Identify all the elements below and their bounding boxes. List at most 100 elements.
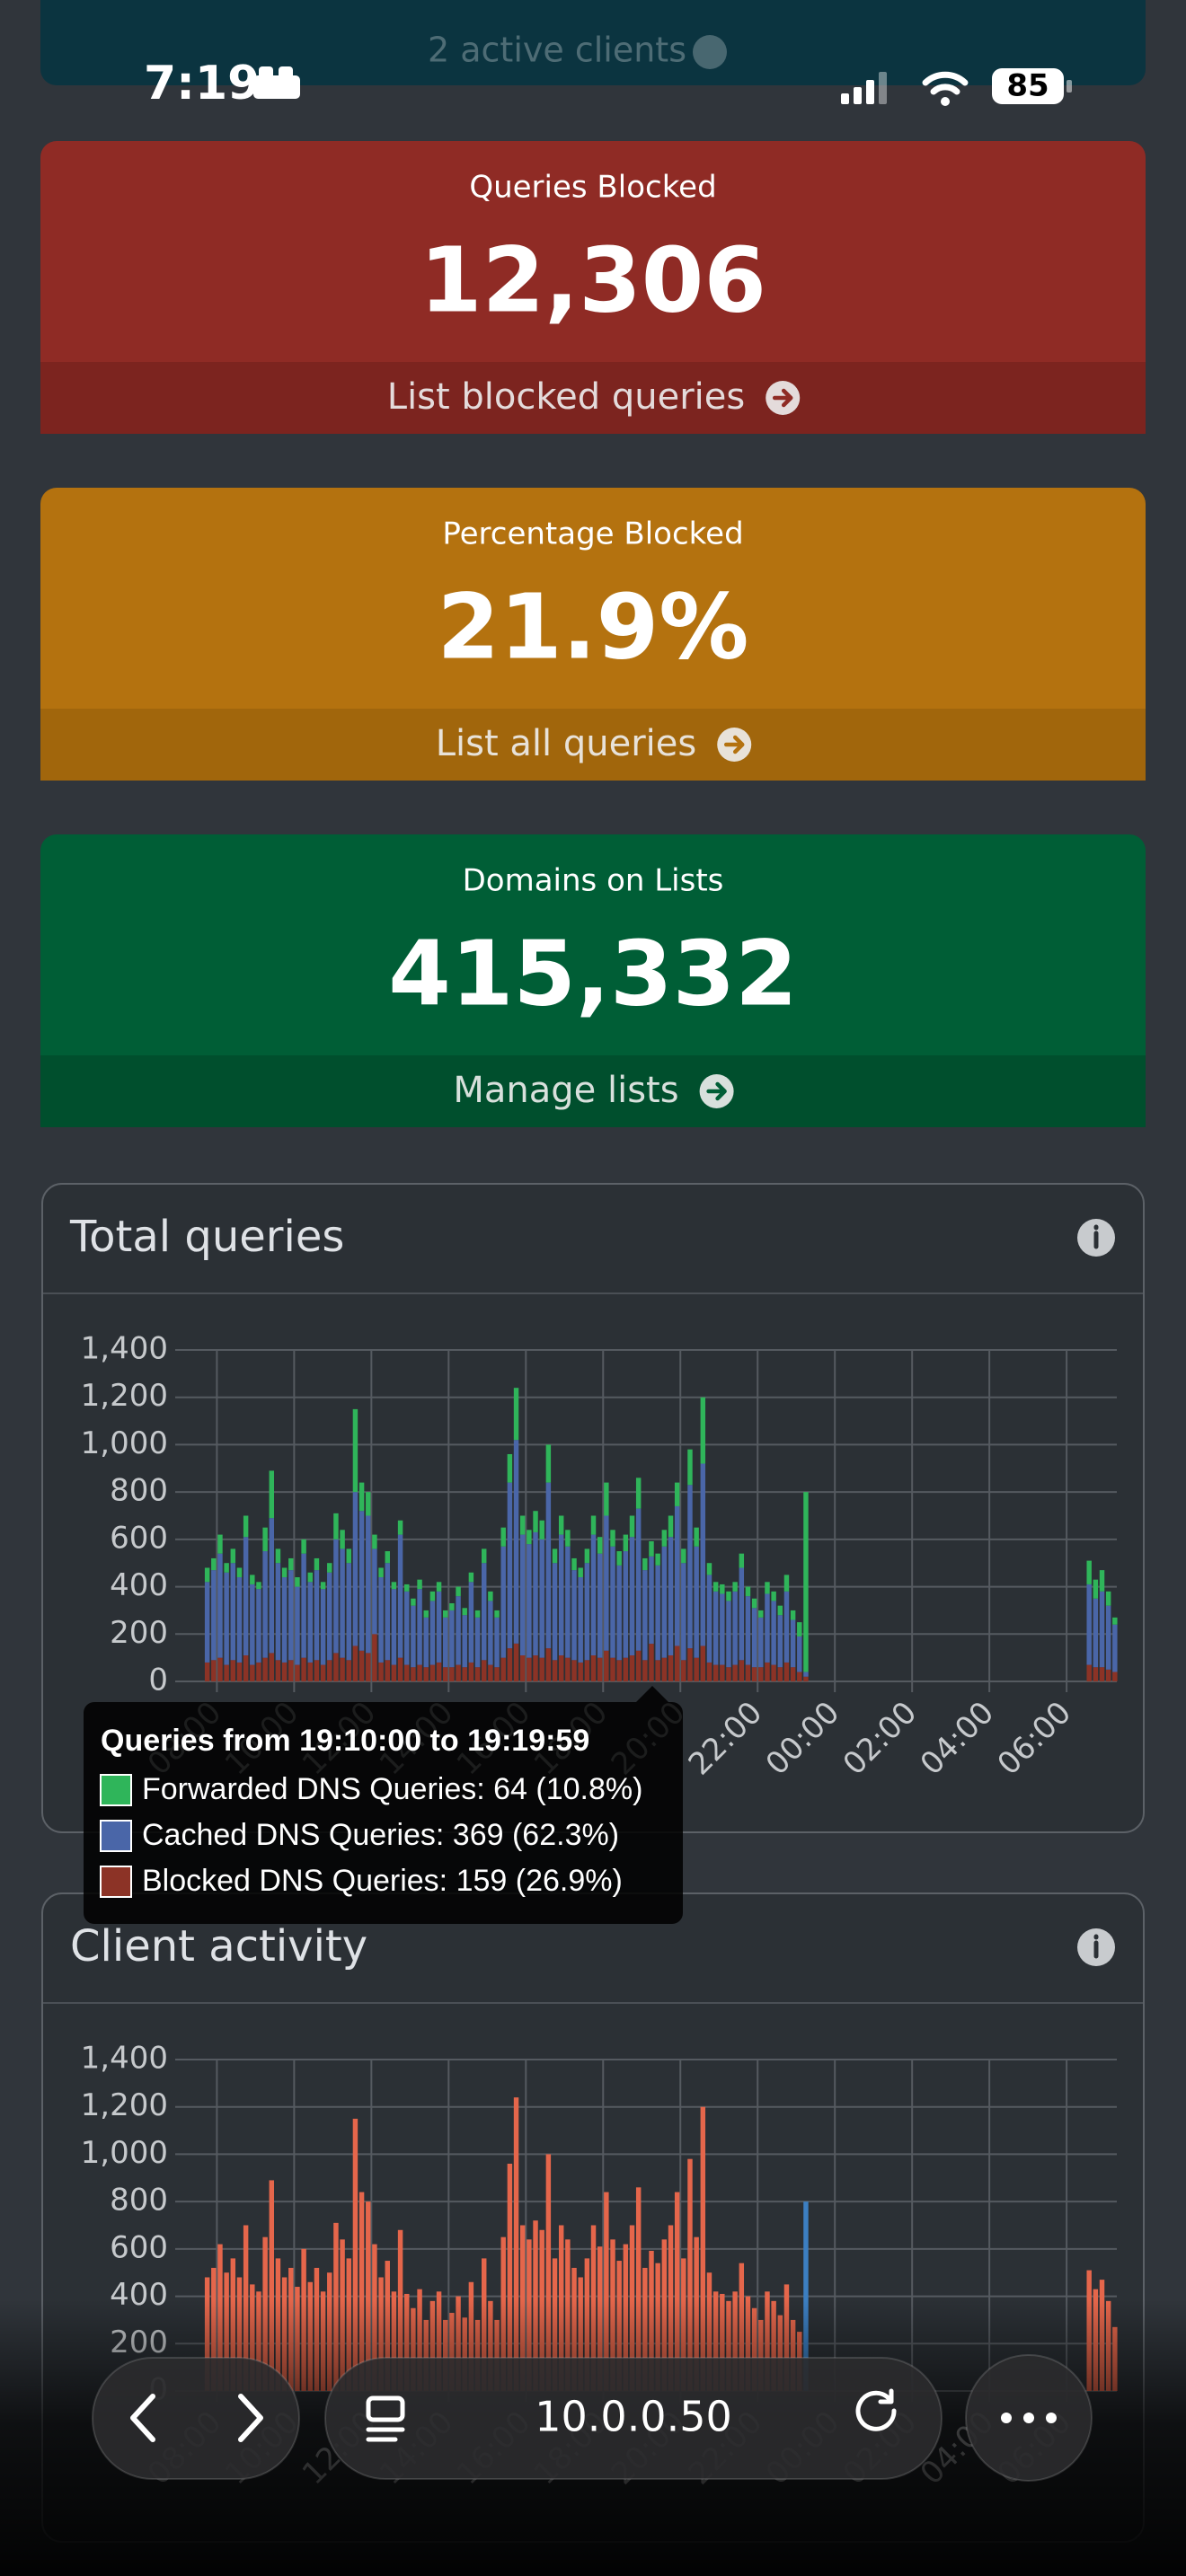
bar-segment [443,1667,448,1681]
bar-segment [366,2201,371,2391]
bar-segment [204,1567,210,1583]
bar-segment [783,1575,790,1592]
address-bar[interactable] [324,2357,943,2480]
url[interactable]: 10.0.0.50 [535,2393,731,2441]
bar-segment [1112,1624,1118,1672]
bar-segment [307,1582,313,1663]
bar-segment [1099,1570,1105,1592]
battery-level: 85 [1006,68,1049,104]
bar-segment [527,1544,532,1658]
bar-segment [571,1570,577,1661]
top-card-footer[interactable]: 2 active clients [428,31,686,70]
bar-segment [462,1608,467,1616]
bar-segment [423,1667,429,1681]
bar-segment [366,1492,371,1516]
bar-segment [712,1664,719,1681]
forward-button[interactable] [238,2394,263,2442]
bar-segment [668,1537,674,1656]
bar-segment [616,1660,622,1681]
bar-segment [1099,1591,1105,1668]
status-time: 7:19 [144,57,260,110]
bar-segment [545,2154,552,2391]
bar-segment [372,1634,377,1681]
bar-segment [552,1660,558,1681]
bar-segment [378,1662,384,1681]
bar-segment [565,1657,571,1681]
bar-segment [771,1601,776,1665]
bar-segment [783,1662,790,1681]
bar-segment [314,1660,320,1681]
bar-segment [474,1617,481,1668]
y-tick-label: 200 [110,1615,168,1651]
bar-segment [668,1515,674,1538]
back-button[interactable] [130,2394,155,2442]
bar-segment [642,1570,648,1661]
bar-segment [604,1515,609,1651]
bar-segment [411,1605,416,1668]
bar-segment [777,1615,783,1668]
bar-segment [307,1662,313,1681]
bar-segment [269,1518,275,1654]
bar-segment [797,1672,802,1681]
bar-segment [352,1408,358,1493]
bar-segment [488,1591,493,1601]
bar-segment [687,1648,693,1681]
bar-segment [739,1567,745,1661]
bar-segment [366,1653,371,1681]
bar-segment [436,1591,442,1663]
bar-segment [732,1591,738,1665]
bar-segment [358,1511,365,1651]
bar-segment [456,1664,461,1681]
bar-segment [250,1664,255,1681]
bar-segment [456,1596,461,1665]
bar-segment [765,1582,770,1594]
bar-segment [352,1645,358,1681]
bar-segment [726,1667,731,1681]
bar-segment [803,1676,809,1681]
arrow-glyph [772,388,793,408]
bar-segment [288,1570,294,1661]
y-tick-label: 1,000 [81,2135,168,2171]
bar-segment [655,1553,660,1566]
tooltip: Queries from 19:10:00 to 19:19:59 Forward… [84,1686,683,1924]
stat-card-link[interactable]: List all queries [436,723,696,764]
bar-segment [494,1617,500,1668]
reload-button[interactable] [855,2388,897,2431]
bar-segment [694,1546,699,1658]
stat-card-link[interactable]: Manage lists [453,1070,678,1111]
stat-card-link[interactable]: List blocked queries [387,376,745,418]
bar-segment [250,1575,255,1584]
panel-title: Client activity [70,1921,367,1972]
bar-segment [571,1660,577,1681]
bar-segment [649,1540,654,1557]
bar-segment [758,1610,764,1618]
bar-segment [500,1546,506,1658]
tabs-icon[interactable] [366,2395,405,2442]
bar-segment [301,1657,306,1681]
bar-segment [366,1515,371,1654]
bar-segment [256,1662,261,1681]
bar-segment [429,1664,436,1681]
bar-segment [474,1667,481,1681]
bar-segment [269,1653,275,1681]
bar-segment [372,1534,377,1549]
y-tick-label: 1,200 [81,1378,168,1414]
bar-segment [436,1662,442,1681]
bar-segment [783,1591,790,1663]
bar-segment [352,2118,358,2391]
bar-segment [539,1520,544,1539]
bar-segment [584,1548,590,1564]
bar-segment [462,1667,467,1681]
bar-segment [295,1586,300,1665]
bar-segment [533,1511,538,1532]
bar-segment [256,1589,261,1663]
bar-segment [565,1530,571,1547]
bar-segment [674,2192,680,2391]
bar-segment [623,1551,629,1658]
bar-segment [378,1567,384,1578]
bar-segment [443,1617,448,1668]
wifi-dot [941,97,950,106]
bar-segment [230,1660,236,1681]
bar-segment [494,1667,500,1681]
bar-segment [745,1586,751,1597]
